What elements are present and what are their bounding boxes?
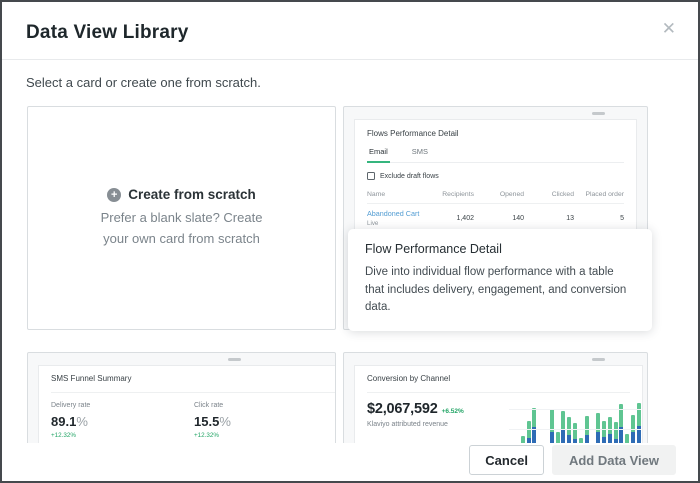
conversion-summary: $2,067,592 +6.52% Klaviyo attributed rev… [367,401,509,443]
sms-funnel-card[interactable]: SMS Funnel Summary Delivery rate 89.1% +12… [27,352,336,443]
column-header: Opened [499,191,524,198]
exclude-draft-flows-row: Exclude draft flows [367,172,624,180]
flows-table-header: Name Recipients Opened Clicked Placed order [367,191,624,204]
cell-value: 140 [512,214,524,222]
conversion-preview-title: Conversion by Channel [367,374,451,383]
revenue-delta-badge: +6.52% [441,408,464,415]
header-divider [2,59,698,60]
chart-bar [561,410,566,443]
chart-bar [572,423,577,443]
sms-metrics-row: Delivery rate 89.1% +12.32% Click rate 15.5%… [51,402,335,443]
flow-status: Live [367,220,379,227]
overlay-description: Dive into individual flow performance wi… [365,266,627,313]
close-icon[interactable]: ✕ [661,19,676,38]
cell-value: 1,402 [456,214,474,222]
drag-handle-icon [592,358,606,361]
chart-bar [625,433,630,443]
total-revenue-value: $2,067,592 [367,401,438,417]
metric-value: 15.5% [194,414,231,429]
column-header: Recipients [442,191,474,198]
chart-bar [613,422,618,443]
cell-value: 13 [566,214,574,222]
chart-bar [520,436,525,443]
conversion-by-channel-card[interactable]: Conversion by Channel $2,067,592 +6.52% … [343,352,648,443]
modal-footer: Cancel Add Data View [469,445,676,475]
chart-bar [584,415,589,443]
chart-bar [526,420,531,443]
add-data-view-button[interactable]: Add Data View [551,445,676,475]
flows-preview-tabs: Email SMS [367,147,624,163]
metric-delta: +12.32% [51,432,77,439]
sms-preview-panel: SMS Funnel Summary Delivery rate 89.1% +12… [38,365,335,443]
modal-subtitle: Select a card or create one from scratch… [26,75,261,90]
chart-bar [636,403,641,443]
chart-bar [549,409,554,443]
column-header: Placed order [585,191,624,198]
flow-name-link: Abandoned Cart [367,209,420,218]
cancel-button[interactable]: Cancel [469,445,544,475]
chart-bar [578,438,583,443]
overlay-title: Flow Performance Detail [365,242,502,257]
metric: Click rate 15.5% +12.32% [194,402,335,443]
column-header: Clicked [551,191,574,198]
checkbox-label: Exclude draft flows [380,172,439,180]
sms-preview-title: SMS Funnel Summary [51,374,132,383]
card-grid: + Create from scratch Prefer a blank sla… [27,106,674,443]
metric: Delivery rate 89.1% +12.32% [51,402,194,443]
tab-email: Email [367,147,390,163]
revenue-subtitle: Klaviyo attributed revenue [367,421,448,428]
metric-label: Delivery rate [51,402,91,409]
checkbox-icon [367,172,375,180]
chart-bar [567,417,572,443]
tab-sms: SMS [411,147,429,156]
chart-bar [555,431,560,443]
flow-detail-overlay: Flow Performance Detail Dive into indivi… [348,229,652,331]
chart-bar [596,412,601,443]
plus-circle-icon: + [107,187,122,202]
chart-bar [607,417,612,443]
flows-preview-title: Flows Performance Detail [367,129,459,138]
gridline [509,409,641,410]
create-card-title: Create from scratch [128,187,256,203]
create-from-scratch-card[interactable]: + Create from scratch Prefer a blank sla… [27,106,336,330]
stacked-bar-chart [509,401,641,443]
conversion-preview-panel: Conversion by Channel $2,067,592 +6.52% … [354,365,643,443]
modal-header: Data View Library [2,2,698,59]
page-title: Data View Library [26,22,189,43]
metric-label: Click rate [194,402,224,409]
divider [367,392,630,393]
chart-bar [619,404,624,443]
chart-bar [532,408,537,443]
create-card-content: + Create from scratch Prefer a blank sla… [101,187,263,248]
cell-value: 5 [620,214,624,222]
flows-performance-card[interactable]: Flows Performance Detail Email SMS Exclud… [343,106,652,331]
chart-bar [630,414,635,443]
gridline [509,429,641,430]
column-header: Name [367,191,386,198]
drag-handle-icon [592,112,606,115]
metric-delta: +12.32% [194,432,220,439]
chart-bar [601,420,606,443]
drag-handle-icon [227,358,241,361]
metric-value: 89.1% [51,414,88,429]
create-card-description: Prefer a blank slate? Create your own ca… [100,210,263,246]
divider [51,392,335,393]
